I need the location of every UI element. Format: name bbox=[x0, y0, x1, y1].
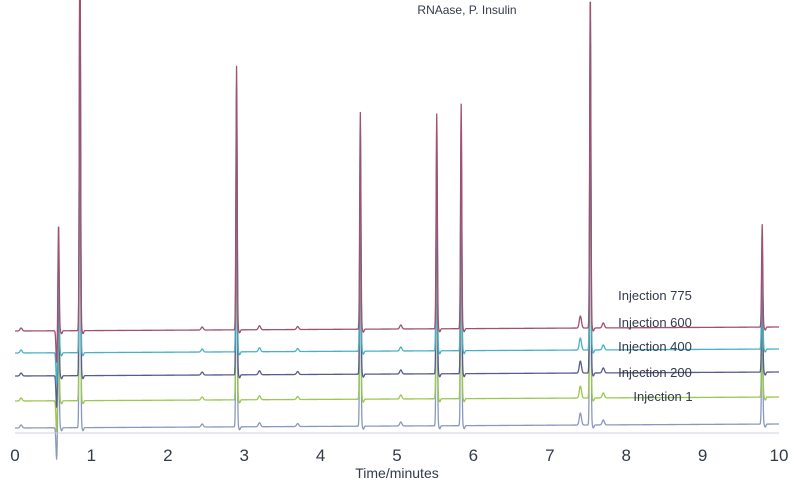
x-tick-label: 0 bbox=[10, 446, 19, 465]
series-label: Injection 400 bbox=[618, 339, 692, 354]
x-axis-title: Time/minutes bbox=[355, 465, 439, 481]
x-tick-label: 1 bbox=[87, 446, 96, 465]
x-tick-label: 5 bbox=[392, 446, 401, 465]
series-label: Injection 775 bbox=[618, 288, 692, 303]
series-label: Injection 200 bbox=[618, 365, 692, 380]
x-tick-label: 10 bbox=[770, 446, 789, 465]
x-tick-label: 8 bbox=[621, 446, 630, 465]
trace-injection-400 bbox=[14, 0, 780, 408]
trace-injection-600 bbox=[14, 0, 780, 385]
chart-title: RNAase, P. Insulin bbox=[417, 3, 516, 17]
x-tick-label: 7 bbox=[545, 446, 554, 465]
x-tick-label: 3 bbox=[239, 446, 248, 465]
x-tick-label: 6 bbox=[469, 446, 478, 465]
series-labels: Injection 775 Injection 600 Injection 400 I… bbox=[618, 288, 693, 404]
x-axis-ticks: 0 1 2 3 4 5 6 7 8 9 10 bbox=[10, 446, 788, 465]
trace-injection-1 bbox=[14, 20, 780, 460]
series-label: Injection 600 bbox=[618, 315, 692, 330]
x-tick-label: 9 bbox=[698, 446, 707, 465]
trace-injection-775 bbox=[14, 0, 780, 363]
traces bbox=[14, 0, 780, 460]
x-tick-label: 4 bbox=[316, 446, 325, 465]
trace-injection-200 bbox=[14, 0, 780, 433]
series-label: Injection 1 bbox=[633, 389, 692, 404]
x-tick-label: 2 bbox=[163, 446, 172, 465]
